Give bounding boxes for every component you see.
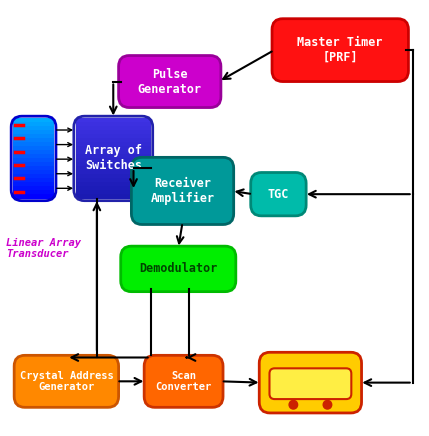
Bar — [13, 191, 54, 194]
Text: Crystal Address
Generator: Crystal Address Generator — [19, 371, 113, 392]
Bar — [76, 170, 151, 174]
Circle shape — [323, 400, 332, 409]
Bar — [13, 134, 54, 138]
Bar — [76, 123, 151, 126]
Bar — [13, 167, 54, 170]
Bar — [76, 126, 151, 130]
Bar — [13, 118, 54, 123]
Bar — [13, 163, 54, 167]
Bar — [76, 118, 151, 123]
Bar — [13, 174, 54, 178]
Bar — [76, 154, 151, 158]
Text: Master Timer
[PRF]: Master Timer [PRF] — [297, 36, 383, 64]
Bar — [76, 191, 151, 194]
Bar — [76, 150, 151, 154]
FancyBboxPatch shape — [14, 355, 118, 407]
FancyBboxPatch shape — [272, 19, 408, 82]
Bar — [76, 138, 151, 143]
Bar — [13, 143, 54, 146]
Text: Array of
Switches: Array of Switches — [85, 144, 142, 172]
Bar — [13, 187, 54, 191]
Bar — [76, 194, 151, 198]
Text: Pulse
Generator: Pulse Generator — [138, 68, 202, 95]
Text: Linear Array
Transducer: Linear Array Transducer — [6, 238, 81, 259]
Bar — [13, 194, 54, 198]
Bar — [13, 138, 54, 143]
Circle shape — [289, 400, 298, 409]
Bar — [76, 134, 151, 138]
FancyBboxPatch shape — [131, 157, 234, 225]
Bar — [76, 163, 151, 167]
Text: Receiver
Amplifier: Receiver Amplifier — [151, 177, 214, 205]
Bar — [13, 146, 54, 150]
Bar — [76, 178, 151, 183]
Bar — [13, 123, 54, 126]
Text: Scan
Converter: Scan Converter — [155, 371, 212, 392]
FancyBboxPatch shape — [259, 352, 362, 413]
Bar — [13, 130, 54, 134]
Bar — [76, 174, 151, 178]
Bar — [13, 126, 54, 130]
FancyBboxPatch shape — [144, 355, 223, 407]
Bar — [76, 183, 151, 187]
Text: Display
Monitor: Display Monitor — [289, 372, 332, 393]
Bar — [76, 158, 151, 163]
FancyBboxPatch shape — [269, 368, 351, 399]
Bar — [76, 167, 151, 170]
Bar — [13, 150, 54, 154]
Bar — [13, 178, 54, 183]
FancyBboxPatch shape — [121, 246, 236, 292]
FancyBboxPatch shape — [118, 55, 221, 108]
Bar — [76, 146, 151, 150]
Bar — [13, 170, 54, 174]
Bar — [13, 183, 54, 187]
Bar — [76, 130, 151, 134]
Bar — [76, 187, 151, 191]
Text: Demodulator: Demodulator — [139, 262, 218, 276]
Bar — [13, 158, 54, 163]
FancyBboxPatch shape — [251, 173, 306, 216]
Bar — [76, 143, 151, 146]
Bar — [13, 154, 54, 158]
Text: TGC: TGC — [268, 187, 289, 201]
